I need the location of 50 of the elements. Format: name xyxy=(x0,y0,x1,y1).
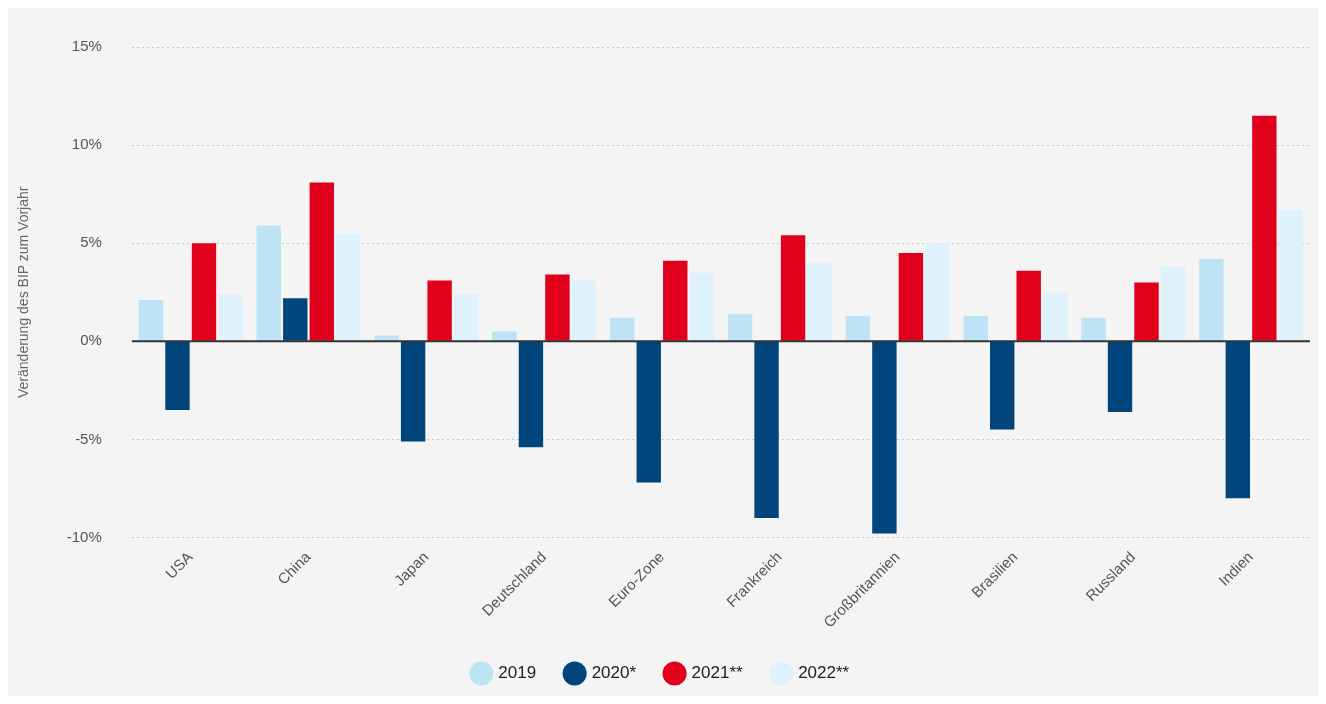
bar xyxy=(780,235,806,341)
bar xyxy=(636,341,661,483)
bar xyxy=(754,341,779,518)
bar xyxy=(1107,341,1133,412)
y-axis-title: Veränderung des BIP zum Vorjahr xyxy=(15,186,32,398)
y-tick-label: 15% xyxy=(71,37,102,55)
bar xyxy=(807,262,832,341)
bar xyxy=(1199,258,1224,341)
bar xyxy=(427,280,452,341)
bar xyxy=(610,317,635,341)
y-tick-label: -5% xyxy=(75,429,102,447)
bar xyxy=(845,315,871,341)
bar xyxy=(1160,266,1186,341)
bar xyxy=(453,294,479,341)
bar xyxy=(1225,341,1251,499)
y-tick-label: -10% xyxy=(66,527,102,545)
bar xyxy=(309,182,334,341)
legend-label: 2021** xyxy=(691,663,744,683)
x-tick-label: USA xyxy=(161,547,196,582)
y-tick-label: 0% xyxy=(80,331,102,349)
bar xyxy=(545,274,570,341)
bar xyxy=(1016,270,1041,341)
bar xyxy=(872,341,897,534)
bar xyxy=(400,341,426,442)
bar xyxy=(218,294,243,341)
bar xyxy=(256,225,281,341)
bar xyxy=(518,341,544,448)
bar xyxy=(898,253,924,341)
legend-label: 2019 xyxy=(498,663,537,683)
bar xyxy=(1081,317,1106,341)
bar xyxy=(727,313,753,341)
bar xyxy=(990,341,1015,430)
bar xyxy=(925,243,950,341)
bar xyxy=(689,272,714,341)
bar xyxy=(1252,115,1277,341)
bar xyxy=(571,280,597,341)
legend-label: 2020* xyxy=(591,663,637,683)
y-tick-label: 10% xyxy=(71,135,102,153)
bar xyxy=(1278,209,1304,341)
bar xyxy=(138,300,164,341)
bar xyxy=(191,243,217,341)
bar xyxy=(1043,292,1068,341)
bar xyxy=(1134,282,1159,341)
y-tick-label: 5% xyxy=(80,233,102,251)
bar xyxy=(165,341,190,410)
bar xyxy=(283,298,308,341)
bar xyxy=(336,233,361,341)
bar xyxy=(963,315,988,341)
legend-label: 2022** xyxy=(798,663,850,683)
bar xyxy=(663,260,688,341)
